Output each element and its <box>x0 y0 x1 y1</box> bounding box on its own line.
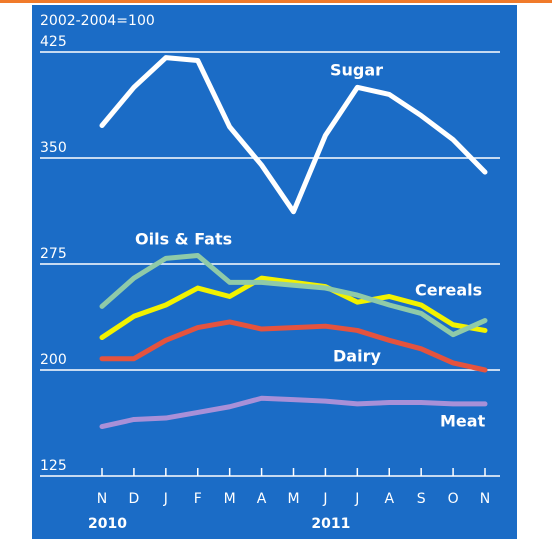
x-tick-label: D <box>129 491 140 507</box>
x-tick-label: N <box>480 491 490 507</box>
plot-background <box>32 5 517 539</box>
x-tick-label: N <box>97 491 107 507</box>
top-border <box>0 0 552 3</box>
series-label: Meat <box>440 412 486 431</box>
series-line <box>99 395 488 430</box>
year-label: 2011 <box>311 516 350 532</box>
series-line <box>99 253 488 338</box>
y-tick-label: 125 <box>40 458 67 474</box>
x-tick-label: J <box>163 491 168 507</box>
series-line <box>99 319 488 373</box>
series-label: Dairy <box>333 347 381 366</box>
x-tick-label: O <box>448 491 459 507</box>
x-tick-label: F <box>194 491 202 507</box>
series-label: Sugar <box>330 61 383 80</box>
y-tick-label: 200 <box>40 352 67 368</box>
subtitle: 2002-2004=100 <box>40 13 155 29</box>
x-tick-label: J <box>354 491 359 507</box>
x-tick-label: A <box>257 491 267 507</box>
x-tick-label: S <box>417 491 426 507</box>
series-line <box>99 55 488 215</box>
series-label: Oils & Fats <box>135 230 232 249</box>
year-label: 2010 <box>88 516 127 532</box>
x-tick-label: M <box>287 491 299 507</box>
series-line <box>99 275 488 340</box>
x-tick-label: A <box>384 491 394 507</box>
x-tick-label: J <box>322 491 327 507</box>
y-tick-label: 425 <box>40 34 67 50</box>
series-label: Cereals <box>415 281 482 300</box>
y-tick-label: 275 <box>40 246 67 262</box>
x-tick-label: M <box>224 491 236 507</box>
y-tick-label: 350 <box>40 140 67 156</box>
